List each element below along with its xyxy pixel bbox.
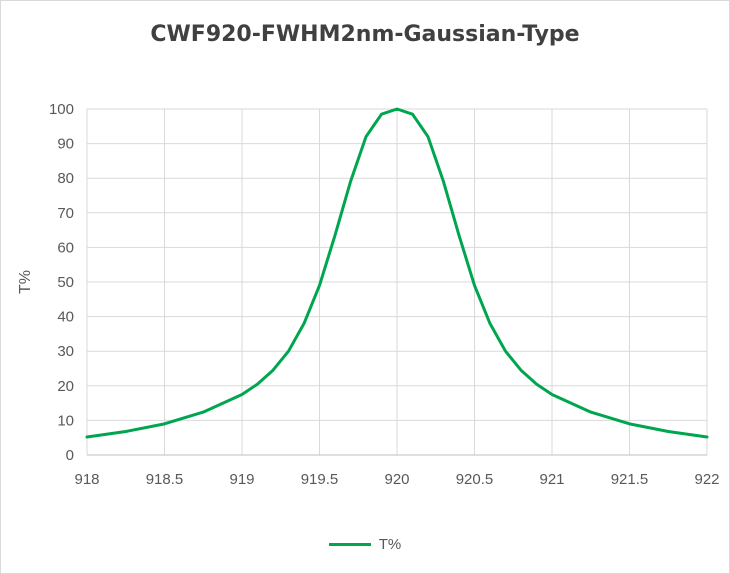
y-tick-label: 20 — [57, 378, 74, 395]
x-tick-label: 922 — [694, 471, 719, 488]
x-tick-label: 921 — [539, 471, 564, 488]
x-tick-label: 921.5 — [611, 471, 649, 488]
y-tick-label: 0 — [66, 447, 74, 464]
legend-swatch — [328, 543, 371, 546]
x-tick-label: 918.5 — [146, 471, 184, 488]
legend: T% — [0, 536, 730, 553]
x-tick-label: 919 — [229, 471, 254, 488]
y-tick-label: 30 — [57, 343, 74, 360]
y-tick-label: 40 — [57, 309, 74, 326]
x-tick-label: 920.5 — [456, 471, 494, 488]
chart-title: CWF920-FWHM2nm-Gaussian-Type — [150, 22, 580, 47]
y-tick-label: 10 — [57, 412, 74, 429]
legend-label: T% — [378, 536, 402, 553]
y-tick-label: 50 — [57, 274, 74, 291]
y-tick-label: 80 — [57, 170, 74, 187]
y-axis-label: T% — [17, 270, 34, 294]
x-tick-label: 919.5 — [301, 471, 339, 488]
x-tick-label: 918 — [74, 471, 99, 488]
series-line — [85, 107, 709, 439]
y-tick-label: 70 — [57, 205, 74, 222]
y-tick-label: 100 — [49, 101, 74, 118]
x-tick-label: 920 — [384, 471, 409, 488]
y-tick-label: 90 — [57, 136, 74, 153]
y-tick-label: 60 — [57, 239, 74, 256]
